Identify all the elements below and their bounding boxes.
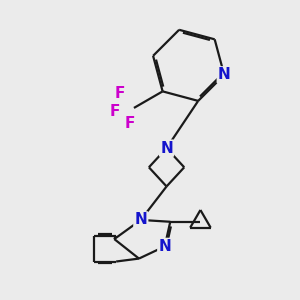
Text: N: N <box>160 141 173 156</box>
Text: N: N <box>218 68 231 82</box>
Text: F: F <box>110 104 120 119</box>
Text: N: N <box>158 239 171 254</box>
Text: F: F <box>125 116 135 131</box>
Text: N: N <box>134 212 147 227</box>
Text: F: F <box>115 86 125 101</box>
